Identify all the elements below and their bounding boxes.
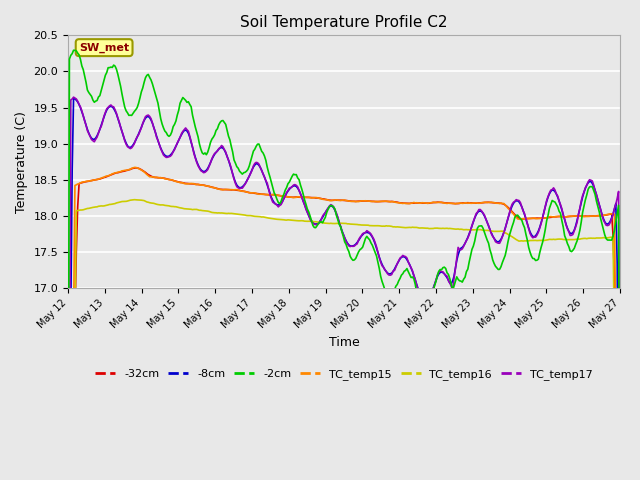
X-axis label: Time: Time [328,336,360,349]
Legend: -32cm, -8cm, -2cm, TC_temp15, TC_temp16, TC_temp17: -32cm, -8cm, -2cm, TC_temp15, TC_temp16,… [91,364,597,384]
Y-axis label: Temperature (C): Temperature (C) [15,111,28,213]
Title: Soil Temperature Profile C2: Soil Temperature Profile C2 [240,15,448,30]
Text: SW_met: SW_met [79,43,129,53]
